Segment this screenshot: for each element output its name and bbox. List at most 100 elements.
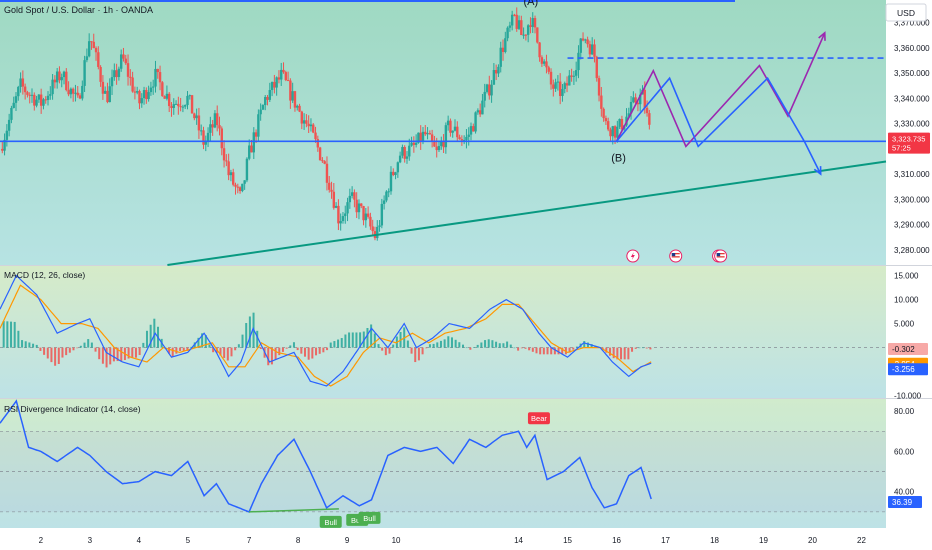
candle-body	[325, 163, 329, 183]
candle-body	[158, 72, 162, 83]
time-axis-tick: 16	[612, 536, 621, 545]
price-axis-tick: 60.00	[894, 447, 915, 456]
time-axis-tick: 20	[808, 536, 817, 545]
candle-body	[595, 56, 598, 79]
candle-body	[133, 91, 137, 93]
candle-body	[190, 95, 194, 114]
macd-hist-value-label: -0.302	[888, 343, 928, 356]
macd-histogram-bar	[329, 342, 332, 348]
candle-body	[339, 221, 342, 224]
currency-button[interactable]: USD	[885, 3, 927, 22]
candle-body	[209, 124, 212, 133]
candle-body	[437, 145, 441, 151]
macd-histogram-bar	[270, 347, 273, 365]
candle-body	[364, 213, 368, 221]
value-label-background	[888, 363, 928, 376]
time-axis-tick: 22	[857, 536, 866, 545]
candle-body	[156, 68, 159, 73]
macd-histogram-bar	[61, 347, 64, 358]
macd-histogram-bar	[116, 347, 119, 362]
projection-path-blue[interactable]	[615, 76, 822, 175]
macd-histogram-bar	[612, 347, 615, 359]
candle-body	[472, 126, 475, 132]
candle-body	[401, 146, 404, 156]
macd-histogram-bar	[443, 339, 446, 348]
macd-histogram-bar	[616, 347, 619, 360]
candle-body	[385, 191, 388, 201]
candle-body	[483, 91, 486, 101]
candle-body	[33, 94, 36, 106]
bull-signal-label[interactable]: Bull	[319, 515, 342, 528]
candle-body	[90, 41, 93, 43]
candle-body	[21, 78, 25, 87]
candle-body	[414, 142, 418, 145]
price-axis-tick: 3,360.000	[894, 44, 930, 53]
candle-body	[600, 95, 603, 109]
candle-body	[163, 96, 166, 99]
candle-body	[618, 118, 621, 127]
candle-body	[611, 126, 614, 137]
candle-body	[394, 172, 397, 176]
macd-histogram-bar	[528, 347, 531, 351]
macd-histogram-bar	[307, 347, 310, 360]
candle-body	[296, 105, 299, 108]
macd-histogram-bar	[627, 347, 630, 360]
macd-histogram-bar	[406, 340, 409, 348]
projection-path-purple[interactable]	[615, 32, 826, 148]
candle-body	[632, 97, 635, 102]
macd-histogram-bar	[491, 340, 494, 348]
macd-line[interactable]	[0, 274, 652, 387]
macd-histogram-bar	[138, 347, 141, 355]
candle-body	[44, 99, 47, 101]
macd-histogram-bar	[318, 347, 321, 354]
candle-body	[135, 91, 139, 93]
macd-histogram-bar	[142, 342, 145, 348]
wave-label: (B)	[611, 153, 626, 165]
macd-histogram-bar	[109, 347, 112, 365]
macd-histogram-bar	[28, 342, 31, 348]
candle-body	[161, 82, 164, 97]
candle-body	[286, 80, 290, 82]
value-label-text: -0.302	[892, 345, 915, 354]
bolt-icon[interactable]	[626, 249, 640, 263]
rsi-line[interactable]	[0, 399, 652, 513]
candle-body	[540, 57, 544, 64]
macd-histogram-bar	[21, 340, 24, 348]
signal-text: Bull	[351, 516, 364, 525]
candle-body	[316, 139, 320, 148]
candle-body	[593, 44, 596, 57]
macd-histogram-bar	[586, 342, 589, 348]
candle-body	[524, 34, 528, 36]
macd-histogram-bar	[388, 347, 391, 354]
macd-histogram-bar	[524, 347, 527, 349]
bear-signal-label[interactable]: Bear	[527, 412, 550, 425]
candle-body	[533, 18, 537, 28]
macd-histogram-bar	[421, 347, 424, 355]
candle-body	[188, 95, 191, 97]
us-flag-icon[interactable]	[714, 249, 728, 263]
candle-body	[23, 86, 27, 93]
us-flag-icon[interactable]	[669, 249, 683, 263]
candle-body	[234, 184, 237, 187]
macd-histogram-bar	[197, 337, 200, 348]
time-axis-tick: 2	[39, 536, 44, 545]
candle-body	[174, 103, 178, 105]
macd-signal-line[interactable]	[0, 284, 652, 387]
price-axis-tick: 3,300.000	[894, 195, 930, 204]
time-axis-tick: 9	[345, 536, 350, 545]
candle-body	[515, 14, 518, 29]
candle-body	[371, 226, 374, 232]
candle-body	[202, 130, 205, 145]
candle-body	[3, 139, 6, 151]
macd-histogram-bar	[377, 344, 380, 348]
macd-histogram-bar	[105, 347, 108, 368]
price-axis-tick: 5.000	[894, 320, 915, 329]
bull-signal-label[interactable]: Bull	[358, 511, 381, 524]
candle-body	[478, 110, 482, 115]
ascending-trend-line[interactable]	[167, 160, 887, 266]
macd-histogram-bar	[76, 347, 79, 349]
macd-histogram-bar	[79, 345, 82, 348]
candle-body	[469, 126, 473, 135]
